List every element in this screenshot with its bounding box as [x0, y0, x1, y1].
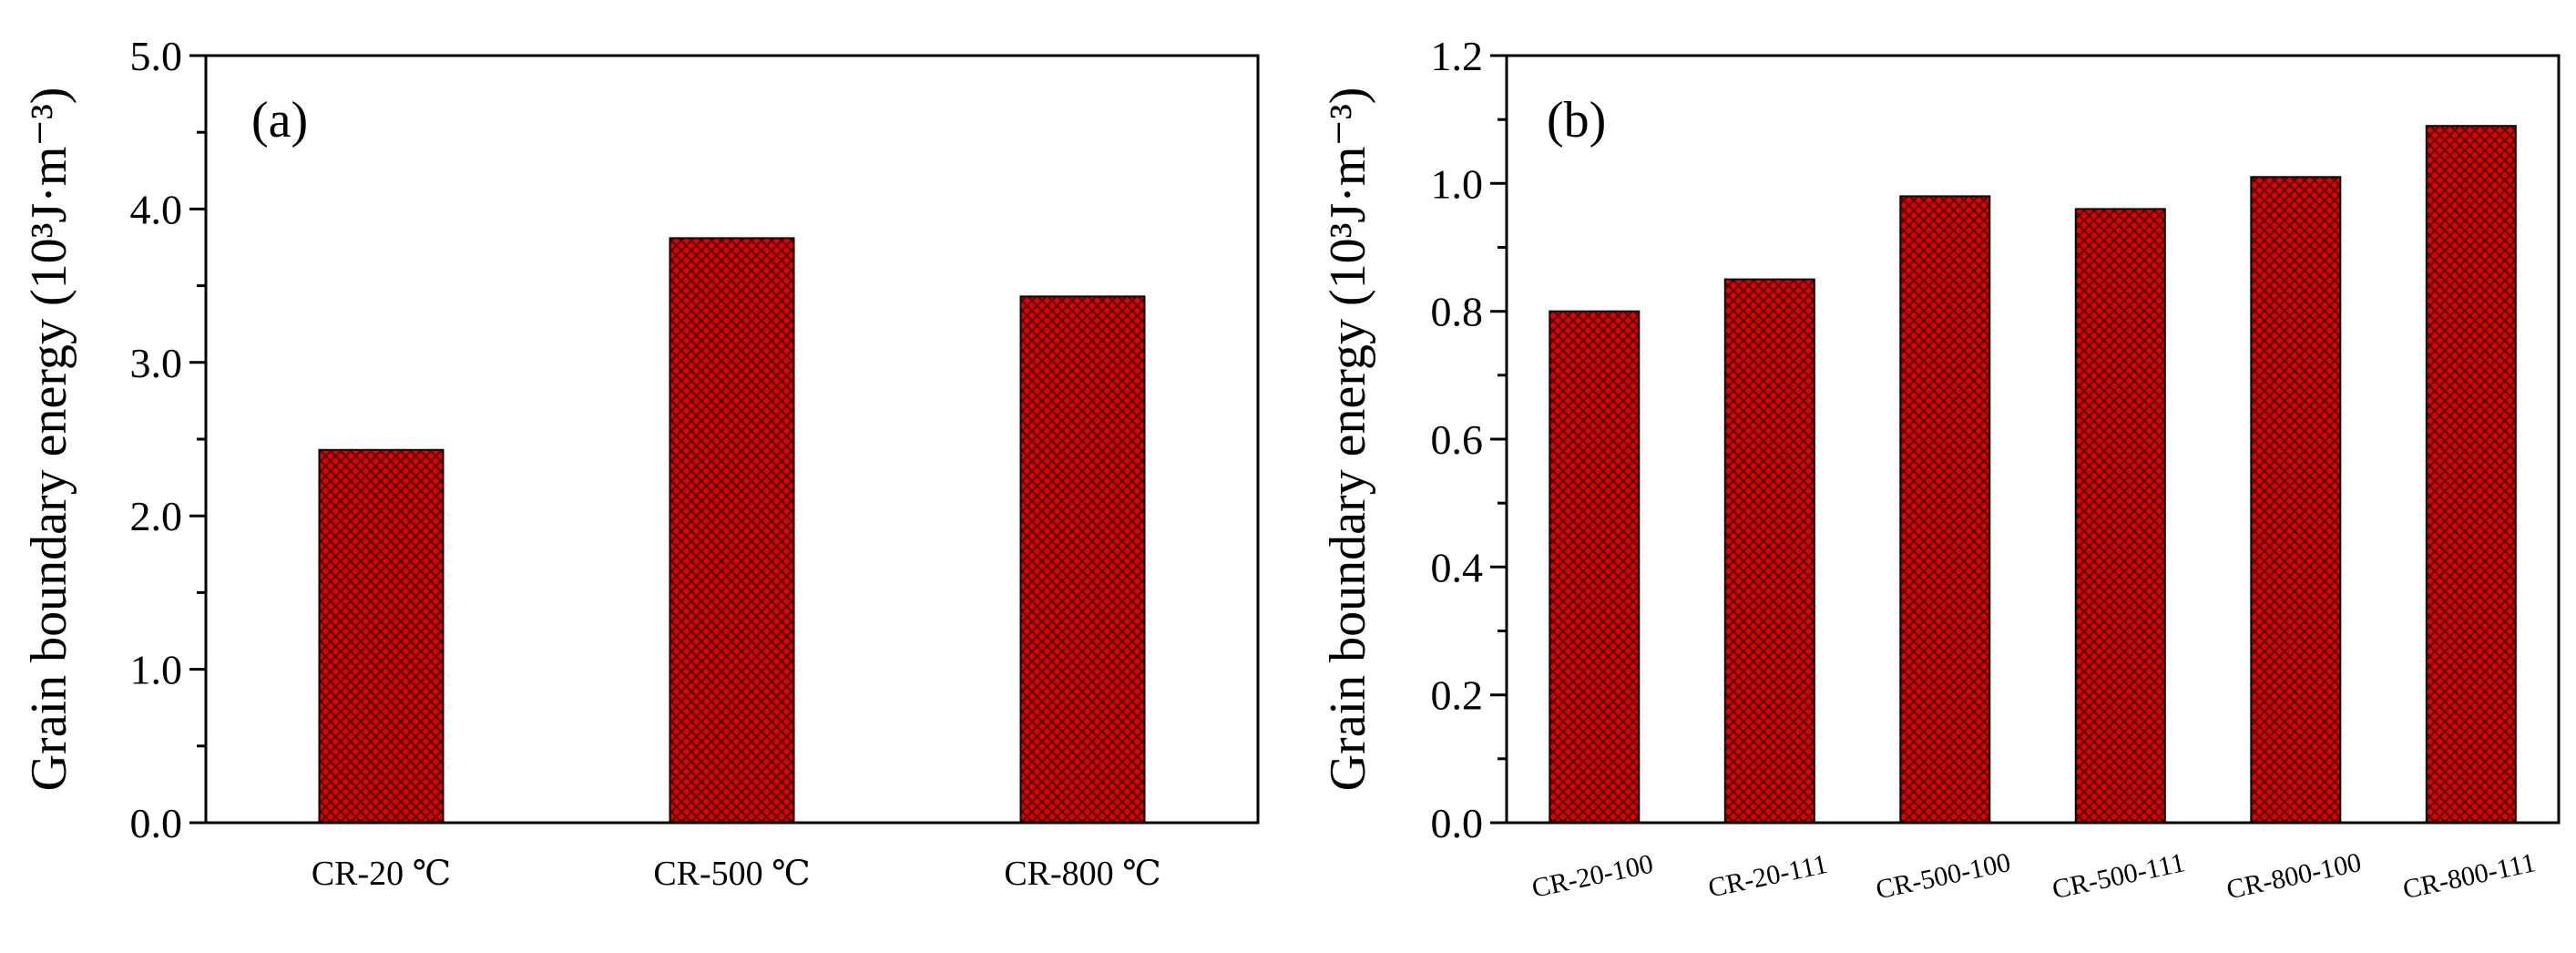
- bar-cr-800-100: [2250, 176, 2342, 825]
- y-axis-title-a: Grain boundary energy (10³J·m⁻³): [21, 87, 77, 792]
- category-label: CR-800 ℃: [1004, 855, 1160, 893]
- bar-cr-800-: [1019, 295, 1146, 824]
- x-categories-a: CR-20 ℃ CR-500 ℃ CR-800 ℃: [312, 855, 1161, 893]
- chart-panel-a: 0.0 1.0 2.0 3.0 4.0 5.0 CR-20 ℃ CR-500 ℃ CR-800…: [21, 33, 1260, 893]
- bar-cr-500-100: [1899, 195, 1991, 824]
- y-tick-label: 1.0: [130, 647, 183, 693]
- y-tick-label: 4.0: [130, 186, 183, 232]
- bar-cr-500-: [669, 237, 795, 824]
- y-tick-label: 3.0: [130, 340, 183, 386]
- y-tick-label: 0.6: [1431, 416, 1484, 463]
- bar-cr-800-111: [2425, 125, 2517, 824]
- y-tick-label: 1.0: [1431, 160, 1484, 207]
- y-tick-label: 0.2: [1431, 672, 1484, 719]
- y-ticks-a: 0.0 1.0 2.0 3.0 4.0 5.0: [130, 33, 206, 846]
- category-label: CR-20-100: [1529, 849, 1656, 904]
- bars-a: [318, 237, 1146, 824]
- y-tick-label: 0.8: [1431, 289, 1484, 335]
- y-tick-label: 0.0: [130, 800, 183, 846]
- category-label: CR-800-111: [2400, 847, 2538, 905]
- bar-cr-500-111: [2074, 208, 2166, 824]
- y-tick-label: 0.0: [1431, 800, 1484, 846]
- y-axis-title-b: Grain boundary energy (10³J·m⁻³): [1320, 87, 1376, 792]
- bars-b: [1549, 125, 2517, 825]
- bar-cr-20-100: [1549, 310, 1641, 824]
- category-label: CR-500 ℃: [653, 855, 810, 893]
- chart-panel-b: 0.0 0.2 0.4 0.6 0.8 1.0 1.2 CR-20-100 CR-20-111…: [1320, 33, 2561, 905]
- panel-label-b: (b): [1547, 92, 1606, 149]
- category-label: CR-20 ℃: [312, 855, 451, 893]
- bar-cr-20-: [318, 448, 445, 824]
- category-label: CR-500-111: [2050, 847, 2187, 905]
- y-tick-label: 0.4: [1431, 544, 1484, 590]
- category-label: CR-800-100: [2224, 847, 2365, 905]
- category-label: CR-20-111: [1705, 849, 1830, 904]
- y-tick-label: 5.0: [130, 33, 183, 79]
- y-tick-label: 1.2: [1431, 33, 1484, 79]
- y-tick-label: 2.0: [130, 493, 183, 539]
- y-ticks-b: 0.0 0.2 0.4 0.6 0.8 1.0 1.2: [1431, 33, 1507, 846]
- category-label: CR-500-100: [1874, 847, 2014, 905]
- panel-label-a: (a): [251, 92, 308, 149]
- bar-cr-20-111: [1723, 278, 1815, 825]
- x-categories-b: CR-20-100 CR-20-111 CR-500-100 CR-500-111 CR…: [1529, 847, 2539, 905]
- plot-frame-b: [1505, 54, 2561, 825]
